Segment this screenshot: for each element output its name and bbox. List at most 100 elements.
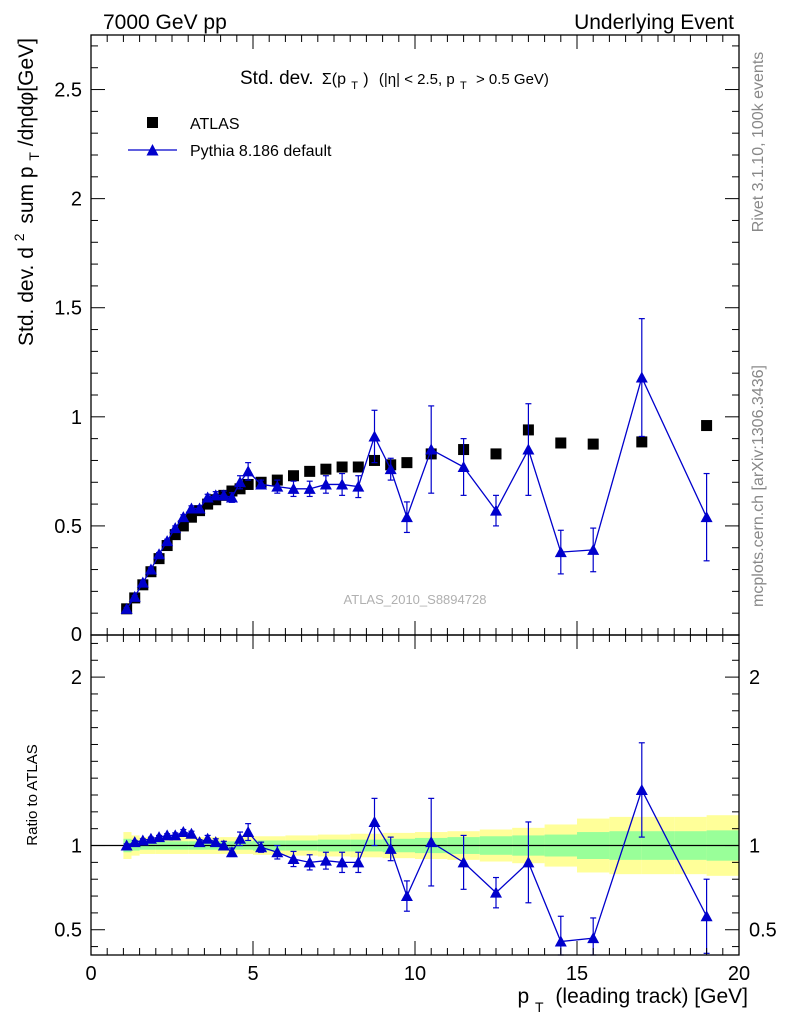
ylabel-sup: 2 bbox=[11, 233, 27, 241]
title-sym-sub: T bbox=[351, 80, 358, 92]
main-panel: 0.5 1 1.5 2 2.5 0 Std. dev. Σ(p T ) (|η| < 2.… bbox=[11, 34, 740, 646]
ylabel-b: sum p bbox=[15, 166, 38, 223]
atlas-data-point bbox=[401, 457, 413, 469]
ratio-ytick-label: 0.5 bbox=[54, 920, 82, 942]
pythia-main-point bbox=[217, 489, 230, 501]
title-rest1: (|η| < 2.5, p bbox=[379, 71, 455, 88]
ylabel-a: Std. dev. d bbox=[15, 247, 38, 346]
xlabel-a: p bbox=[517, 985, 529, 1008]
ratio-panel: 0 5 10 15 20 0.5 0.5 1 1 2 2 Ratio to ATLAS p T (l… bbox=[24, 634, 777, 1017]
ratio-xtick-label: 20 bbox=[728, 963, 750, 985]
pythia-main-point bbox=[177, 511, 190, 523]
pythia-ratio-point bbox=[457, 856, 470, 868]
pythia-main-point bbox=[136, 576, 149, 588]
ylabel-c: /dηdφ[GeV] bbox=[15, 38, 38, 146]
ratio-ytick-label: 2 bbox=[71, 667, 82, 689]
pythia-main-point bbox=[425, 443, 438, 455]
main-ytick-label: 2.5 bbox=[54, 80, 82, 102]
pythia-main-point bbox=[225, 491, 238, 503]
main-marks bbox=[120, 318, 713, 615]
pythia-ratio-point bbox=[234, 832, 247, 844]
pythia-ratio-point bbox=[287, 853, 300, 864]
pythia-main-point bbox=[400, 511, 413, 523]
pythia-main-point bbox=[384, 463, 397, 475]
pythia-ratio-point bbox=[384, 842, 397, 854]
ratio-frame bbox=[90, 634, 740, 956]
pythia-main-point bbox=[128, 590, 141, 602]
pythia-ratio-point bbox=[271, 846, 284, 858]
main-ytick-label: 1.5 bbox=[54, 298, 82, 320]
pythia-ratio-point bbox=[120, 839, 133, 851]
pythia-main-point bbox=[120, 602, 133, 614]
atlas-data-point bbox=[555, 437, 567, 449]
pythia-ratio-point bbox=[587, 932, 600, 944]
pythia-ratio-point bbox=[169, 829, 182, 841]
pythia-main-point bbox=[153, 548, 166, 560]
pythia-ratio-point bbox=[368, 815, 381, 827]
pythia-main-point bbox=[185, 502, 198, 514]
atlas-data-point bbox=[226, 485, 238, 497]
pythia-main-point bbox=[336, 478, 349, 490]
pythia-ratio-point bbox=[319, 854, 332, 866]
pythia-ratio-point bbox=[242, 826, 255, 838]
pythia-main-point bbox=[368, 430, 381, 442]
ratio-ytick-label-right: 0.5 bbox=[749, 920, 777, 942]
atlas-data-point bbox=[185, 511, 197, 523]
ratio-xtick-label: 10 bbox=[404, 963, 426, 985]
pythia-ratio-point bbox=[336, 856, 349, 868]
title-sym: Σ(p bbox=[322, 71, 346, 88]
ratio-xlabel: p T (leading track) [GeV] bbox=[517, 985, 748, 1017]
pythia-ratio-point bbox=[554, 935, 567, 947]
main-ytick-label-zero: 0 bbox=[71, 624, 82, 646]
main-ytick-label: 1 bbox=[71, 407, 82, 429]
ratio-xtick-label: 5 bbox=[247, 963, 258, 985]
pythia-ratio-point bbox=[425, 836, 438, 848]
pythia-main-point bbox=[635, 371, 648, 383]
atlas-data-point bbox=[242, 478, 254, 490]
pythia-ratio-point bbox=[635, 783, 648, 795]
pythia-main-point bbox=[554, 546, 567, 558]
main-ytick-label: 2 bbox=[71, 189, 82, 211]
main-title: Std. dev. Σ(p T ) (|η| < 2.5, p T > 0.5 … bbox=[240, 68, 549, 94]
pythia-main-point bbox=[490, 504, 502, 516]
pythia-ratio-point bbox=[217, 839, 230, 851]
atlas-data-point bbox=[636, 436, 648, 448]
legend-atlas-marker bbox=[147, 117, 158, 128]
pythia-main-point bbox=[587, 543, 600, 555]
title-rest2: > 0.5 GeV) bbox=[476, 71, 549, 88]
pythia-main-point bbox=[522, 443, 535, 455]
analysis-watermark: ATLAS_2010_S8894728 bbox=[344, 592, 487, 607]
atlas-data-point bbox=[177, 520, 189, 532]
main-ytick-label: 0.5 bbox=[54, 516, 82, 538]
mcplots-label: mcplots.cern.ch [arXiv:1306.3436] bbox=[750, 365, 767, 607]
rivet-label: Rivet 3.1.10, 100k events bbox=[750, 52, 767, 233]
pythia-ratio-point bbox=[490, 886, 502, 898]
ratio-ticks: 0 5 10 15 20 0.5 0.5 1 1 2 2 bbox=[54, 635, 777, 985]
ratio-ytick-label-right: 1 bbox=[749, 836, 760, 858]
pythia-ratio-point bbox=[522, 856, 535, 868]
pythia-ratio-point bbox=[303, 856, 316, 868]
pythia-ratio-point bbox=[161, 829, 174, 841]
title-rest-sub: T bbox=[460, 80, 467, 92]
pythia-ratio-point bbox=[177, 826, 190, 838]
pythia-main-point bbox=[161, 535, 174, 547]
legend-pythia-marker bbox=[146, 144, 159, 156]
title-close: ) bbox=[363, 71, 368, 88]
atlas-data-point bbox=[701, 420, 713, 432]
pythia-ratio-point bbox=[352, 856, 365, 868]
ratio-ytick-label: 1 bbox=[71, 836, 82, 858]
title-main: Std. dev. bbox=[240, 68, 314, 89]
pythia-main-point bbox=[457, 461, 470, 472]
ylabel-sub: T bbox=[26, 152, 42, 161]
atlas-data-point bbox=[490, 448, 502, 460]
atlas-data-point bbox=[336, 461, 348, 473]
atlas-data-point bbox=[587, 438, 599, 450]
pythia-ratio-point bbox=[700, 910, 713, 922]
pythia-ratio-point bbox=[209, 836, 222, 848]
legend: ATLAS Pythia 8.186 default bbox=[128, 116, 332, 160]
pythia-main-point bbox=[303, 482, 316, 494]
pythia-ratio-line bbox=[126, 788, 708, 943]
pythia-main-point bbox=[271, 480, 284, 492]
ratio-ylabel: Ratio to ATLAS bbox=[24, 744, 41, 845]
pythia-main-point bbox=[352, 480, 365, 492]
